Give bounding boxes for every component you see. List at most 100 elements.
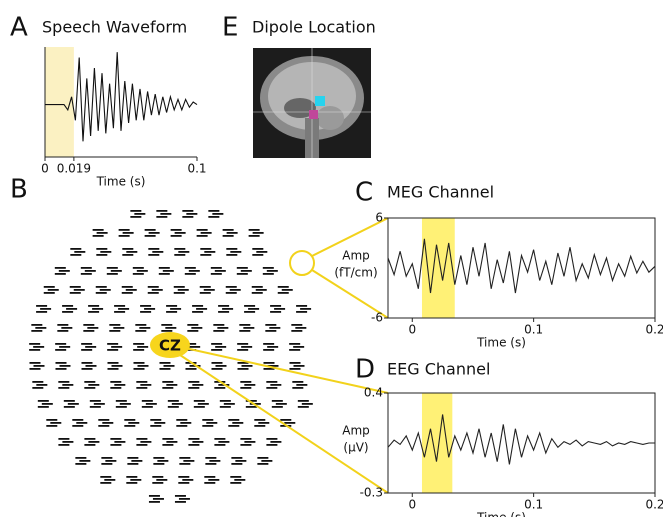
sensor — [137, 346, 148, 348]
panel-letter: B — [10, 175, 28, 205]
sensor — [64, 406, 75, 408]
sensor — [185, 368, 196, 370]
sensor — [240, 444, 251, 446]
sensor — [202, 419, 213, 421]
sensor — [150, 419, 161, 421]
sensor — [284, 422, 295, 424]
sensor — [55, 343, 66, 345]
sensor — [226, 254, 237, 256]
sensor — [74, 289, 85, 291]
sensor — [55, 267, 66, 269]
sensor — [230, 251, 241, 253]
sensor — [29, 349, 40, 351]
sensor — [278, 286, 289, 288]
sensor — [110, 387, 121, 389]
sensor — [107, 349, 118, 351]
sensor — [192, 384, 203, 386]
sensor — [222, 308, 233, 310]
sensor — [160, 213, 171, 215]
panel-letter: D — [355, 355, 375, 385]
sensor — [180, 422, 191, 424]
sensor — [230, 482, 241, 484]
sensor — [266, 381, 277, 383]
sensor — [40, 308, 51, 310]
sensor — [107, 273, 118, 275]
x-tick-label: 0 — [408, 323, 416, 337]
sensor — [61, 327, 72, 329]
x-tick-label: 0.1 — [524, 498, 543, 512]
sensor — [265, 324, 276, 326]
sensor — [163, 270, 174, 272]
sensor — [293, 346, 304, 348]
sensor — [84, 387, 95, 389]
sensor — [269, 327, 280, 329]
y-axis-label: (fT/cm) — [334, 266, 377, 280]
sensor — [196, 308, 207, 310]
sensor — [166, 384, 177, 386]
sensor — [140, 441, 151, 443]
sensor — [114, 441, 125, 443]
sensor — [244, 311, 255, 313]
sensor — [241, 346, 252, 348]
sensor — [57, 324, 68, 326]
sensor — [220, 400, 231, 402]
sensor — [110, 381, 121, 383]
sensor — [101, 457, 112, 459]
sensor — [36, 384, 47, 386]
sensor — [212, 213, 223, 215]
sensor — [214, 444, 225, 446]
sensor — [107, 362, 118, 364]
sensor — [81, 368, 92, 370]
sensor — [296, 311, 307, 313]
sensor — [263, 362, 274, 364]
sensor — [142, 406, 153, 408]
sensor — [135, 330, 146, 332]
sensor — [200, 292, 211, 294]
sensor — [252, 254, 263, 256]
sensor — [152, 289, 163, 291]
sensor — [188, 438, 199, 440]
sensor — [205, 463, 216, 465]
sensor — [96, 254, 107, 256]
sensor — [227, 232, 238, 234]
sensor — [289, 343, 300, 345]
sensor — [142, 400, 153, 402]
sensor — [58, 444, 69, 446]
sensor — [176, 419, 187, 421]
sensor — [257, 463, 268, 465]
sensor — [198, 403, 209, 405]
sensor — [124, 419, 135, 421]
sensor — [153, 457, 164, 459]
x-tick-label: 0.2 — [645, 323, 663, 337]
sensor — [174, 248, 185, 250]
sensor — [295, 327, 306, 329]
sensor — [96, 292, 107, 294]
sensor — [32, 387, 43, 389]
sensor — [36, 311, 47, 313]
sensor — [256, 251, 267, 253]
sensor — [179, 457, 190, 459]
sensor — [133, 349, 144, 351]
sensor — [36, 305, 47, 307]
sensor — [75, 457, 86, 459]
sensor — [130, 479, 141, 481]
sensor — [29, 368, 40, 370]
sensor — [150, 425, 161, 427]
sensor — [266, 438, 277, 440]
sensor — [64, 400, 75, 402]
sensor — [152, 482, 163, 484]
sensor — [252, 248, 263, 250]
sensor — [270, 305, 281, 307]
sensor — [57, 330, 68, 332]
sensor — [123, 232, 134, 234]
sensor — [161, 324, 172, 326]
sensor — [270, 311, 281, 313]
sensor — [100, 289, 111, 291]
sensor — [197, 229, 208, 231]
sensor — [174, 286, 185, 288]
sensor — [154, 422, 165, 424]
sensor — [211, 343, 222, 345]
sensor — [48, 289, 59, 291]
sensor — [237, 349, 248, 351]
sensor — [119, 235, 130, 237]
